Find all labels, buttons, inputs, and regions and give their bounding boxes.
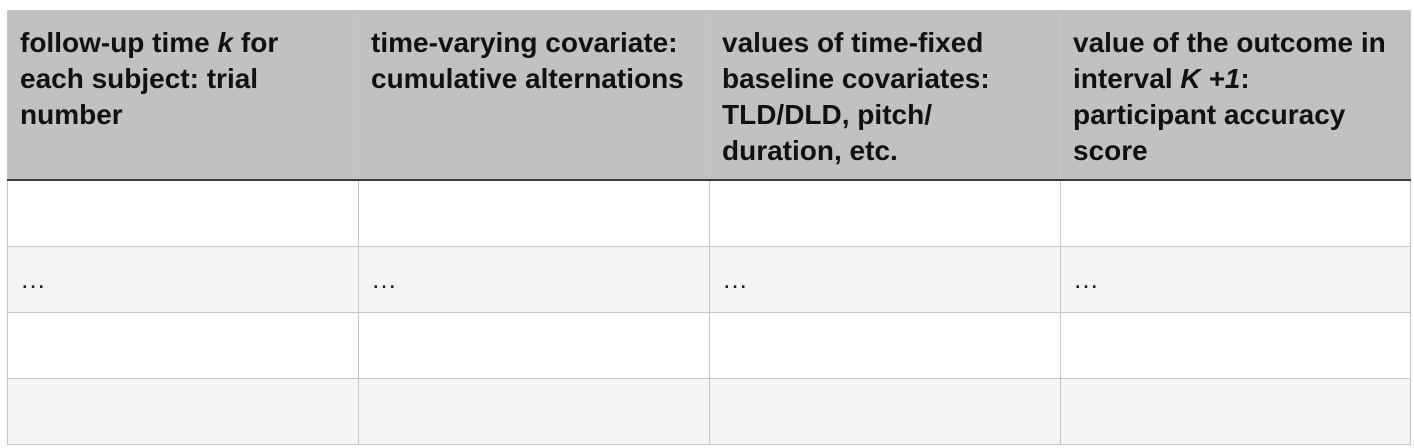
table-cell [709,377,1061,445]
table-cell [709,179,1061,247]
table-row [7,377,1411,445]
table-cell [358,179,710,247]
data-table: follow-up time k for each subject: trial… [7,10,1411,445]
header-cell-time-varying-covariate: time-varying covariate: cumulative alter… [358,10,710,181]
header-text: values of time-fixed baseline covariates… [722,27,990,166]
header-text: value of the outcome in interval [1073,27,1386,94]
table-cell [1060,179,1411,247]
table-cell [358,311,710,379]
table-cell [358,377,710,445]
header-cell-baseline-covariates: values of time-fixed baseline covariates… [709,10,1061,181]
table-cell-ellipsis: … [7,245,359,313]
table-body: … … … … [7,179,1411,445]
table-row [7,179,1411,247]
table-cell [7,179,359,247]
table-cell-ellipsis: … [1060,245,1411,313]
header-italic-text: K +1 [1180,63,1241,94]
header-text: time-varying covariate: cumulative alter… [371,27,684,94]
header-cell-outcome-value: value of the outcome in interval K +1: p… [1060,10,1411,181]
table-cell [1060,377,1411,445]
table-cell [7,311,359,379]
table-cell-ellipsis: … [709,245,1061,313]
table-row [7,311,1411,379]
table-row: … … … … [7,245,1411,313]
table-header: follow-up time k for each subject: trial… [7,10,1411,181]
table-cell [709,311,1061,379]
table-cell [1060,311,1411,379]
header-text: : participant accuracy score [1073,63,1346,166]
header-italic-text: k [217,27,234,58]
header-text: follow-up time [20,27,218,58]
header-cell-follow-up-time: follow-up time k for each subject: trial… [7,10,359,181]
table-cell [7,377,359,445]
header-row: follow-up time k for each subject: trial… [7,10,1411,181]
table-cell-ellipsis: … [358,245,710,313]
header-text: for each subject: trial number [20,27,279,130]
